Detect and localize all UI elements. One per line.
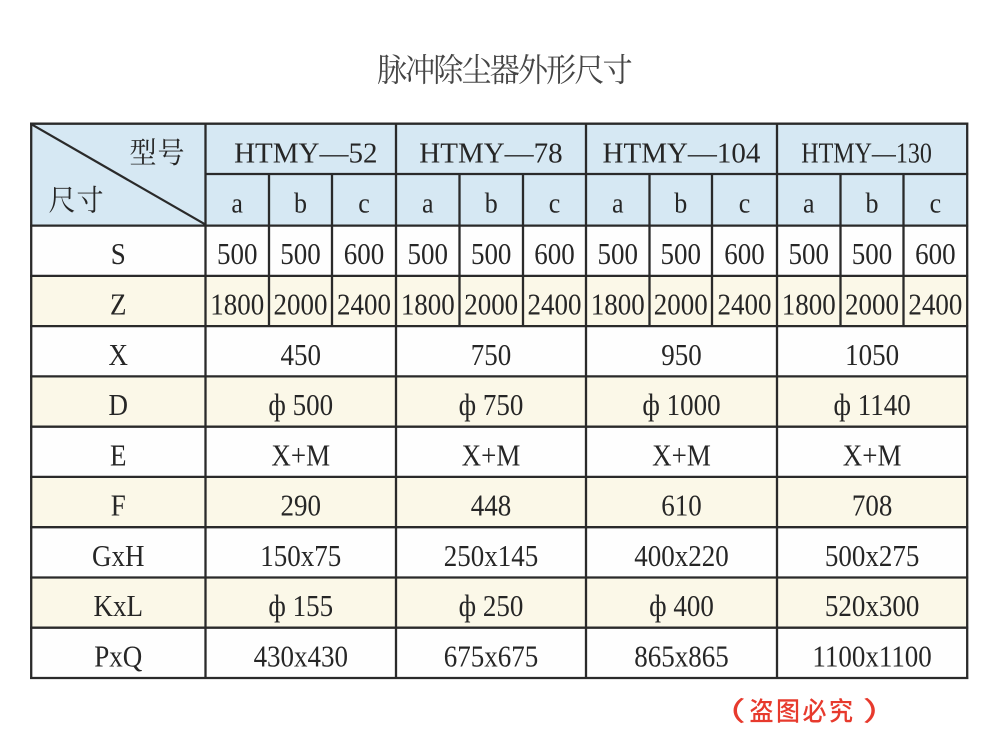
svg-text:675x675: 675x675: [444, 640, 538, 674]
svg-text:GxH: GxH: [92, 539, 144, 573]
svg-text:750: 750: [471, 338, 511, 372]
svg-text:865x865: 865x865: [634, 640, 728, 674]
svg-text:2000: 2000: [654, 288, 708, 322]
svg-text:600: 600: [724, 238, 764, 272]
svg-text:150x75: 150x75: [260, 539, 341, 573]
svg-text:500: 500: [217, 238, 257, 272]
svg-text:c: c: [549, 187, 561, 218]
svg-text:X+M: X+M: [462, 439, 521, 473]
svg-text:KxL: KxL: [94, 589, 143, 623]
svg-text:ф 1140: ф 1140: [834, 388, 911, 422]
svg-text:ф 155: ф 155: [268, 589, 333, 623]
svg-text:250x145: 250x145: [444, 539, 538, 573]
svg-text:450: 450: [281, 338, 321, 372]
svg-text:HTMY—104: HTMY—104: [603, 138, 761, 170]
svg-text:2400: 2400: [718, 288, 772, 322]
svg-text:a: a: [231, 187, 243, 218]
svg-text:X: X: [109, 338, 128, 372]
svg-text:500: 500: [661, 238, 701, 272]
svg-text:2400: 2400: [337, 288, 391, 322]
svg-text:500: 500: [280, 238, 320, 272]
svg-text:500: 500: [598, 238, 638, 272]
svg-text:708: 708: [852, 489, 892, 523]
svg-text:ф 250: ф 250: [459, 589, 524, 623]
svg-text:b: b: [674, 187, 687, 218]
svg-text:2000: 2000: [845, 288, 899, 322]
svg-text:a: a: [803, 187, 815, 218]
svg-text:S: S: [111, 238, 126, 272]
svg-text:610: 610: [661, 489, 701, 523]
svg-text:500: 500: [408, 238, 448, 272]
svg-text:600: 600: [534, 238, 574, 272]
svg-text:1800: 1800: [782, 288, 836, 322]
svg-text:b: b: [294, 187, 307, 218]
svg-text:2000: 2000: [464, 288, 518, 322]
svg-text:500: 500: [852, 238, 892, 272]
svg-text:500: 500: [471, 238, 511, 272]
svg-text:X+M: X+M: [843, 439, 902, 473]
svg-text:600: 600: [915, 238, 955, 272]
svg-text:500x275: 500x275: [825, 539, 919, 573]
svg-text:a: a: [422, 187, 434, 218]
svg-text:600: 600: [344, 238, 384, 272]
svg-text:X+M: X+M: [271, 439, 330, 473]
svg-text:ф 500: ф 500: [268, 388, 333, 422]
svg-text:950: 950: [661, 338, 701, 372]
svg-text:448: 448: [471, 489, 511, 523]
svg-text:2000: 2000: [274, 288, 328, 322]
svg-text:F: F: [111, 489, 126, 523]
svg-text:ф 750: ф 750: [459, 388, 524, 422]
svg-text:1050: 1050: [845, 338, 899, 372]
svg-text:D: D: [109, 388, 128, 422]
svg-text:HTMY—52: HTMY—52: [234, 138, 377, 170]
svg-text:ф 400: ф 400: [649, 589, 714, 623]
svg-text:c: c: [358, 187, 370, 218]
svg-text:E: E: [110, 439, 126, 473]
svg-text:1800: 1800: [591, 288, 645, 322]
svg-text:b: b: [485, 187, 498, 218]
svg-text:1800: 1800: [401, 288, 455, 322]
svg-text:c: c: [739, 187, 751, 218]
svg-text:520x300: 520x300: [825, 589, 919, 623]
svg-text:HTMY—78: HTMY—78: [419, 138, 562, 170]
svg-text:b: b: [865, 187, 878, 218]
svg-text:X+M: X+M: [652, 439, 711, 473]
svg-text:2400: 2400: [528, 288, 582, 322]
svg-text:a: a: [612, 187, 624, 218]
svg-text:PxQ: PxQ: [94, 640, 142, 674]
svg-text:c: c: [930, 187, 942, 218]
svg-text:400x220: 400x220: [634, 539, 728, 573]
svg-text:430x430: 430x430: [254, 640, 348, 674]
svg-text:ф 1000: ф 1000: [642, 388, 720, 422]
svg-text:HTMY—130: HTMY—130: [801, 136, 932, 169]
svg-text:1100x1100: 1100x1100: [812, 640, 931, 674]
svg-text:290: 290: [281, 489, 321, 523]
svg-text:500: 500: [789, 238, 829, 272]
svg-text:2400: 2400: [908, 288, 962, 322]
svg-text:1800: 1800: [210, 288, 264, 322]
svg-text:Z: Z: [110, 288, 126, 322]
